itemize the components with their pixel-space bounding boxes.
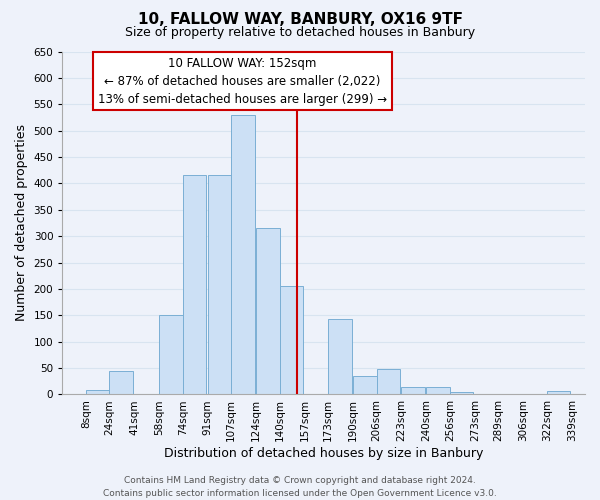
Bar — [427, 387, 450, 394]
Bar — [86, 390, 109, 394]
Bar — [328, 319, 352, 394]
Text: 10 FALLOW WAY: 152sqm
← 87% of detached houses are smaller (2,022)
13% of semi-d: 10 FALLOW WAY: 152sqm ← 87% of detached … — [98, 56, 387, 106]
Bar — [377, 368, 400, 394]
Bar — [450, 392, 473, 394]
Y-axis label: Number of detached properties: Number of detached properties — [15, 124, 28, 322]
Bar — [280, 286, 303, 395]
Bar — [256, 228, 280, 394]
Bar — [159, 316, 183, 394]
X-axis label: Distribution of detached houses by size in Banbury: Distribution of detached houses by size … — [164, 447, 484, 460]
Bar — [401, 386, 425, 394]
Bar — [109, 371, 133, 394]
Bar — [353, 376, 377, 394]
Bar — [547, 392, 571, 394]
Bar — [208, 175, 231, 394]
Text: 10, FALLOW WAY, BANBURY, OX16 9TF: 10, FALLOW WAY, BANBURY, OX16 9TF — [137, 12, 463, 28]
Bar — [231, 115, 254, 394]
Text: Size of property relative to detached houses in Banbury: Size of property relative to detached ho… — [125, 26, 475, 39]
Bar — [183, 175, 206, 394]
Text: Contains HM Land Registry data © Crown copyright and database right 2024.
Contai: Contains HM Land Registry data © Crown c… — [103, 476, 497, 498]
